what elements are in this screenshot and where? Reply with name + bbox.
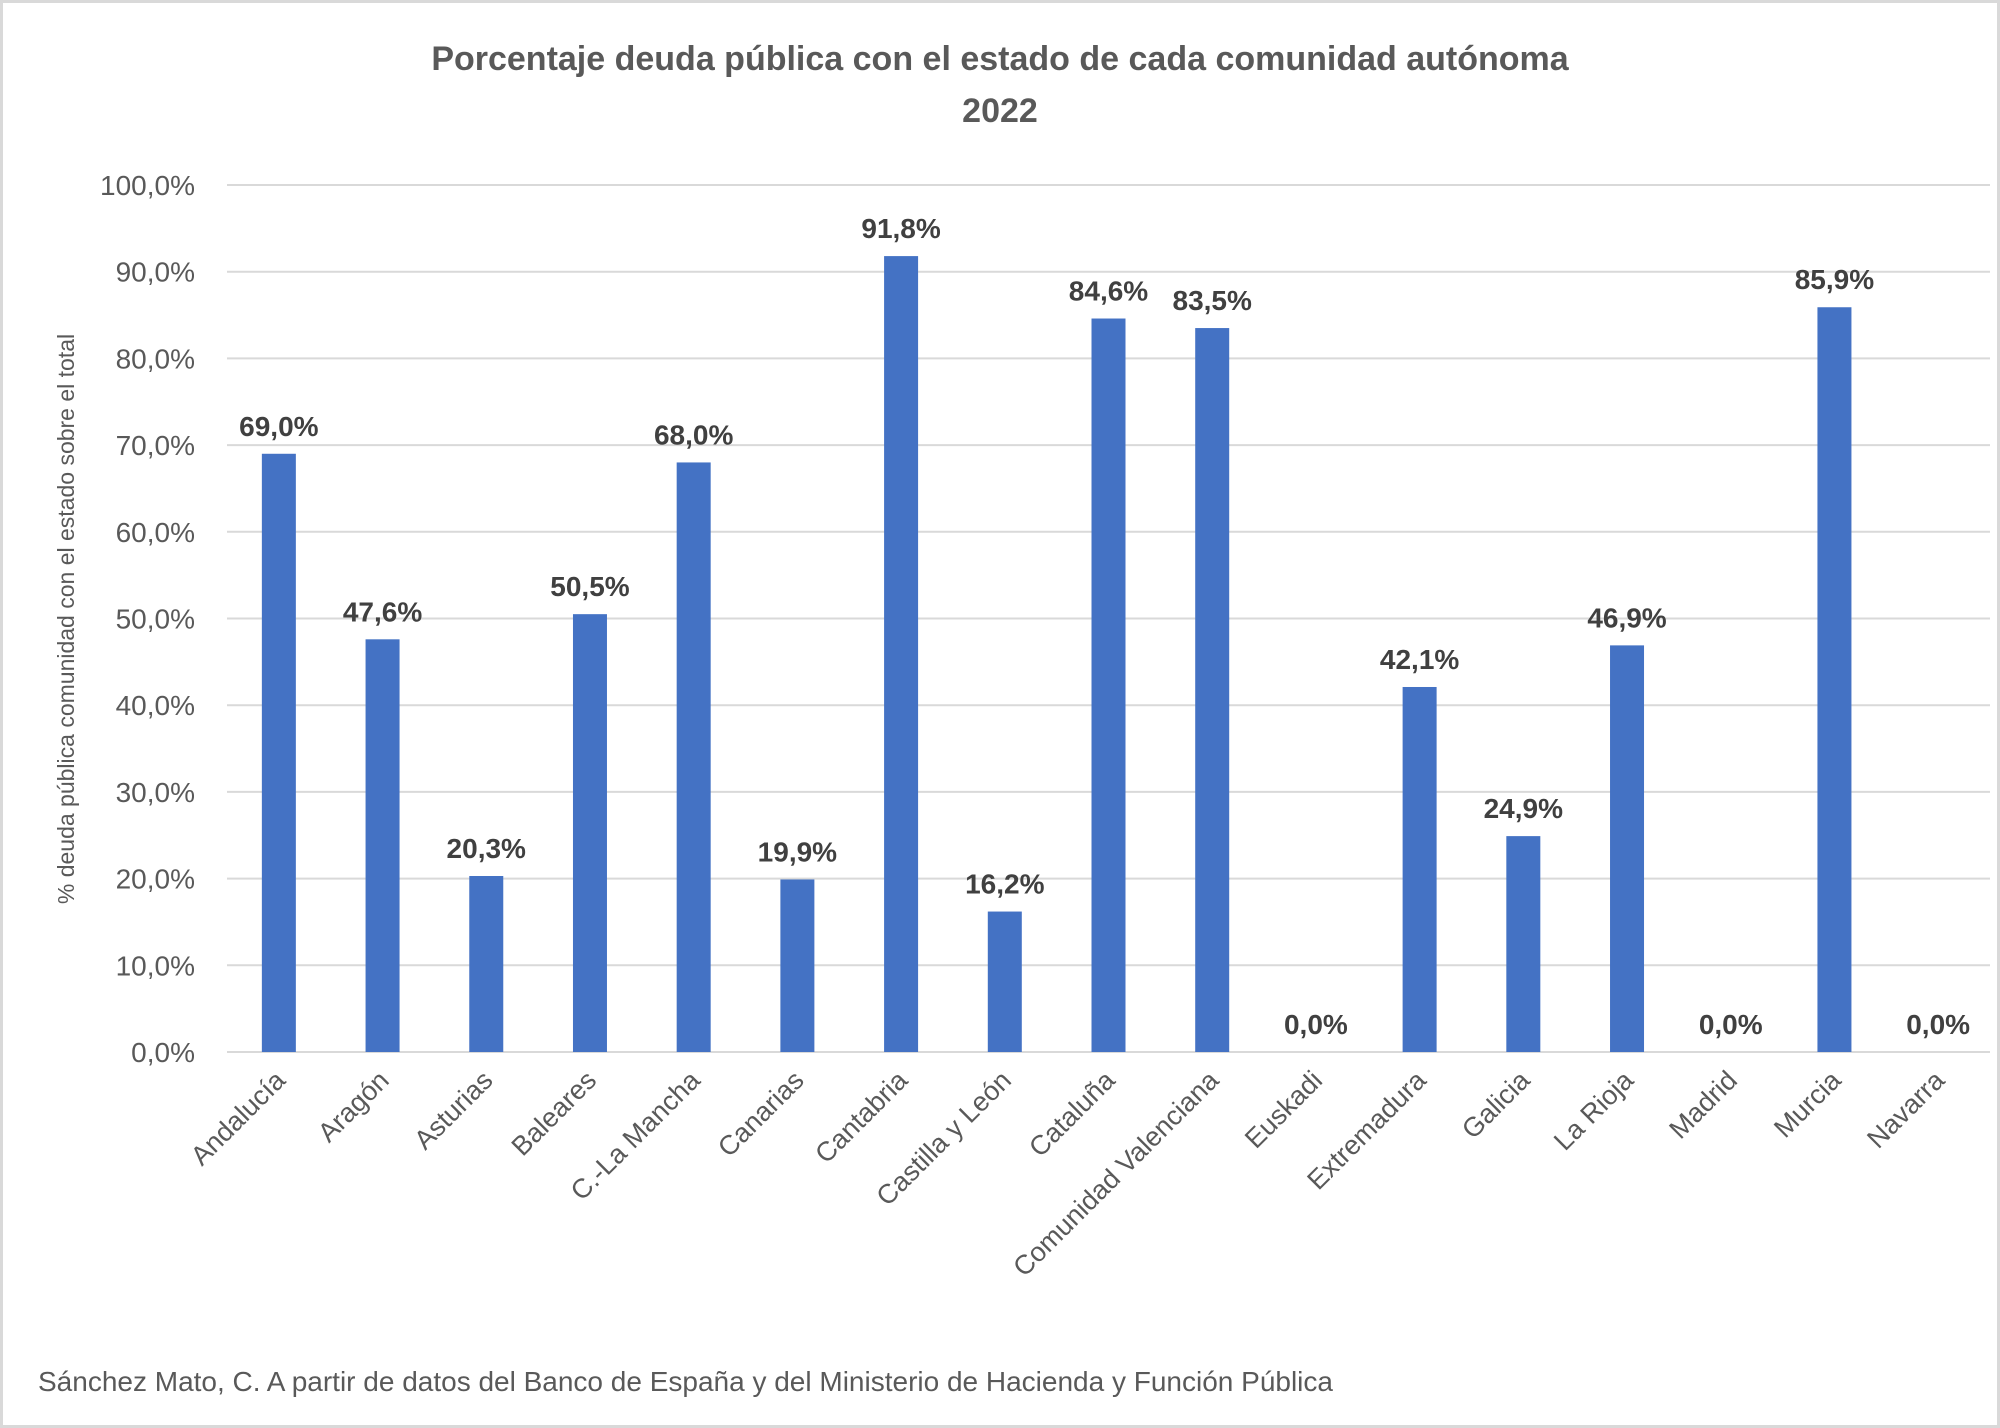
- data-label: 50,5%: [550, 571, 629, 602]
- x-tick-label: Euskadi: [1239, 1065, 1328, 1154]
- y-tick-label: 10,0%: [116, 950, 195, 981]
- data-label: 0,0%: [1906, 1009, 1970, 1040]
- y-axis-title: % deuda pública comunidad con el estado …: [53, 334, 79, 904]
- data-label: 16,2%: [965, 869, 1044, 900]
- bar: [1195, 328, 1230, 1052]
- data-label: 69,0%: [239, 411, 318, 442]
- x-tick-label: Cataluña: [1023, 1064, 1121, 1162]
- x-tick-label: Comunidad Valenciana: [1007, 1064, 1225, 1282]
- data-label: 91,8%: [861, 213, 940, 244]
- data-label: 0,0%: [1284, 1009, 1348, 1040]
- bar: [1817, 307, 1852, 1052]
- y-tick-label: 90,0%: [116, 257, 195, 288]
- data-label: 46,9%: [1587, 602, 1666, 633]
- bar: [676, 462, 711, 1052]
- x-tick-label: Baleares: [506, 1065, 603, 1162]
- x-tick-label: Andalucía: [185, 1064, 292, 1171]
- data-label: 19,9%: [758, 836, 837, 867]
- x-tick-label: Navarra: [1861, 1064, 1951, 1154]
- data-label: 83,5%: [1173, 285, 1252, 316]
- x-tick-label: La Rioja: [1548, 1064, 1640, 1156]
- y-tick-label: 100,0%: [100, 170, 195, 201]
- x-tick-label: Galicia: [1456, 1064, 1536, 1144]
- x-tick-label: Aragón: [312, 1065, 395, 1148]
- bar: [987, 911, 1022, 1052]
- data-label: 20,3%: [447, 833, 526, 864]
- y-tick-label: 20,0%: [116, 864, 195, 895]
- bar: [365, 639, 400, 1052]
- y-tick-label: 80,0%: [116, 343, 195, 374]
- bar: [572, 614, 607, 1052]
- data-label: 85,9%: [1795, 264, 1874, 295]
- x-tick-label: Madrid: [1663, 1065, 1743, 1145]
- bar: [469, 875, 504, 1052]
- data-label: 24,9%: [1484, 793, 1563, 824]
- bar: [1402, 686, 1437, 1052]
- source-note: Sánchez Mato, C. A partir de datos del B…: [38, 1366, 1333, 1397]
- y-tick-label: 50,0%: [116, 604, 195, 635]
- data-label: 84,6%: [1069, 276, 1148, 307]
- x-tick-label: Murcia: [1768, 1064, 1847, 1143]
- x-tick-label: Cantabria: [809, 1064, 914, 1169]
- y-tick-label: 0,0%: [131, 1037, 195, 1068]
- x-tick-label: Canarias: [712, 1065, 810, 1163]
- data-label: 0,0%: [1699, 1009, 1763, 1040]
- y-tick-label: 30,0%: [116, 777, 195, 808]
- y-tick-label: 60,0%: [116, 517, 195, 548]
- y-tick-label: 40,0%: [116, 690, 195, 721]
- y-tick-label: 70,0%: [116, 430, 195, 461]
- x-tick-label: Asturias: [408, 1065, 498, 1155]
- chart-subtitle: 2022: [962, 92, 1038, 130]
- bar: [261, 453, 296, 1052]
- data-label: 42,1%: [1380, 644, 1459, 675]
- bar: [884, 256, 919, 1052]
- chart-title: Porcentaje deuda pública con el estado d…: [431, 40, 1569, 78]
- bar: [780, 879, 815, 1052]
- bar: [1506, 836, 1541, 1052]
- data-label: 68,0%: [654, 419, 733, 450]
- bar: [1610, 645, 1645, 1052]
- data-label: 47,6%: [343, 596, 422, 627]
- bar: [1091, 318, 1126, 1052]
